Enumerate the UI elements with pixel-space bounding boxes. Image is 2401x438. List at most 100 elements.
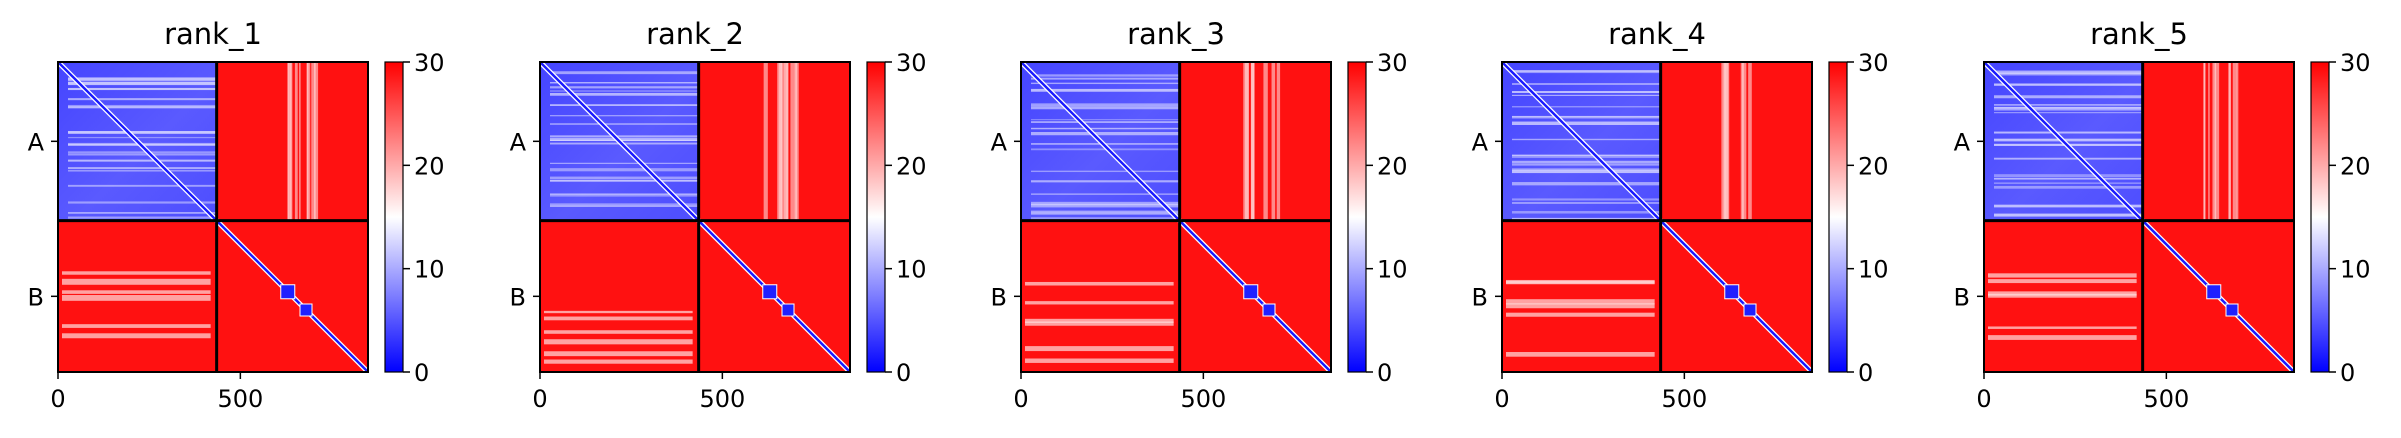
colorbar-tick-label: 30	[1377, 49, 1408, 77]
texture-band	[1506, 312, 1655, 317]
texture-streak	[550, 176, 699, 180]
subplot-title: rank_4	[1608, 17, 1706, 51]
texture-streak	[1994, 107, 2143, 111]
colorbar-tick-label: 10	[1377, 256, 1408, 284]
colorbar-tick-label: 30	[414, 49, 445, 77]
x-tick-label: 0	[1013, 385, 1028, 413]
diagonal	[1020, 61, 1332, 373]
texture-streak	[1031, 74, 1180, 77]
texture-streak	[68, 159, 217, 162]
y-tick-label: A	[510, 128, 527, 156]
texture-band	[1025, 318, 1174, 323]
texture-stripe	[1748, 62, 1752, 221]
colorbar-tick-label: 20	[896, 152, 927, 180]
texture-streak	[1031, 121, 1180, 123]
x-tick-label: 0	[1976, 385, 1991, 413]
texture-streak	[1512, 116, 1661, 119]
texture-streak	[1512, 83, 1661, 85]
texture-streak	[1994, 178, 2143, 180]
diagonal-domain	[2206, 284, 2222, 300]
x-tick-label: 500	[699, 385, 745, 413]
texture-streak	[1994, 131, 2143, 134]
diagonal	[1501, 61, 1813, 373]
texture-streak	[550, 115, 699, 117]
texture-stripe	[794, 62, 798, 221]
texture-streak	[68, 87, 217, 91]
colorbar	[1828, 61, 1848, 373]
y-tick-label: B	[1954, 283, 1970, 311]
texture-streak	[1031, 103, 1180, 106]
texture-stripe	[294, 62, 298, 221]
texture-stripe	[1243, 62, 1246, 221]
texture-streak	[68, 98, 217, 101]
texture-band	[544, 339, 693, 345]
colorbar-tick-label: 30	[2340, 49, 2371, 77]
heatmap-frame	[1501, 61, 1813, 373]
texture-streak	[1031, 201, 1180, 206]
texture-streak	[1031, 217, 1180, 220]
texture-streak	[550, 203, 699, 205]
heatmap-frame	[57, 61, 369, 373]
texture-streak	[1512, 163, 1661, 166]
colorbar-tick-label: 10	[896, 256, 927, 284]
colorbar-tick-label: 0	[1858, 359, 1873, 387]
diagonal-domain	[781, 303, 795, 317]
colorbar-tick-label: 10	[414, 256, 445, 284]
texture-streak	[68, 81, 217, 86]
texture-streak	[1512, 91, 1661, 93]
texture-streak	[1031, 204, 1180, 208]
x-tick-label: 0	[1494, 385, 1509, 413]
texture-band	[544, 330, 693, 334]
subplot-title: rank_2	[646, 17, 744, 51]
texture-band	[1988, 279, 2137, 284]
texture-band	[544, 351, 693, 357]
texture-stripe	[1271, 62, 1276, 221]
y-tick-label: B	[28, 283, 44, 311]
texture-streak	[1031, 170, 1180, 173]
block-A-B	[1660, 62, 1812, 221]
x-tick-label: 0	[50, 385, 65, 413]
texture-streak	[1512, 160, 1661, 163]
y-tick-label: A	[28, 128, 45, 156]
texture-band	[1506, 279, 1655, 284]
texture-stripe	[306, 62, 311, 221]
texture-stripe	[1276, 62, 1281, 221]
colorbar-tick-label: 20	[1377, 152, 1408, 180]
texture-streak	[1994, 185, 2143, 189]
subplot-rank_1: rank_1 A B 0 500 0 10 20 30	[28, 17, 445, 413]
texture-streak	[1994, 204, 2143, 208]
texture-band	[62, 278, 211, 285]
texture-streak	[550, 204, 699, 208]
texture-streak	[1512, 198, 1661, 201]
texture-streak	[1512, 121, 1661, 125]
heatmap-frame	[539, 61, 851, 373]
texture-streak	[1994, 174, 2143, 178]
texture-streak	[1512, 138, 1661, 141]
texture-streak	[550, 92, 699, 96]
texture-stripe	[1245, 62, 1249, 221]
texture-streak	[1512, 168, 1661, 171]
colorbar-tick-label: 0	[1377, 359, 1392, 387]
diagonal-domain	[299, 303, 313, 317]
texture-streak	[550, 139, 699, 142]
texture-stripe	[2232, 62, 2237, 221]
texture-streak	[1512, 161, 1661, 164]
colorbar-tick-label: 10	[2340, 256, 2371, 284]
texture-streak	[1031, 119, 1180, 121]
texture-stripe	[1250, 62, 1255, 221]
subplot-title: rank_1	[164, 17, 262, 51]
texture-streak	[1994, 106, 2143, 109]
block-B-A	[540, 220, 699, 372]
diagonal-domain	[1724, 284, 1740, 300]
texture-band	[1988, 326, 2137, 329]
diagonal	[539, 61, 851, 373]
diagonal-domain	[1243, 284, 1259, 300]
colorbar-tick-label: 20	[2340, 152, 2371, 180]
texture-stripe	[2203, 62, 2205, 221]
texture-stripe	[287, 62, 292, 221]
texture-streak	[68, 184, 217, 187]
texture-streak	[1031, 180, 1180, 183]
colorbar-tick-label: 20	[414, 152, 445, 180]
colorbar-tick-label: 20	[1858, 152, 1889, 180]
texture-band	[1506, 352, 1655, 357]
